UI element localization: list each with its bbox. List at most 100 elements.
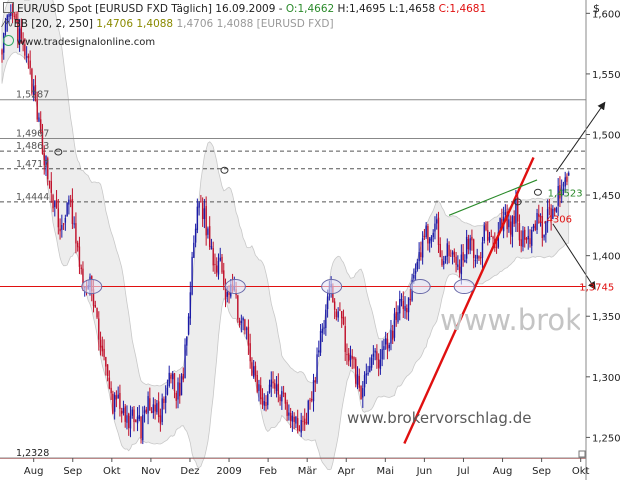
candle-body: [208, 226, 211, 247]
candle-body: [22, 40, 24, 43]
candle-body: [242, 318, 244, 321]
y-tick-label: 1,250: [592, 433, 621, 444]
bollinger-band-area: [1, 0, 570, 471]
candle-body: [263, 401, 265, 406]
candle-body: [194, 228, 197, 243]
candle-body: [73, 223, 75, 225]
candle-body: [284, 393, 287, 404]
candle-body: [78, 246, 81, 267]
candle-body: [59, 228, 61, 232]
candle-body: [254, 365, 257, 376]
candle-body: [237, 295, 239, 320]
x-tick-label: Dez: [180, 466, 199, 477]
candle-body: [464, 259, 466, 263]
candle-body: [112, 393, 114, 414]
candle-body: [289, 412, 292, 421]
channel-top-line: [448, 179, 538, 216]
candle-body: [564, 177, 566, 187]
candle-body: [99, 339, 102, 348]
candle-body: [316, 354, 318, 383]
candle-body: [524, 229, 526, 240]
candle-body: [420, 252, 422, 258]
candle-body: [453, 251, 456, 257]
support-marker: [409, 279, 431, 295]
candle-body: [321, 328, 324, 333]
candle-body: [363, 375, 366, 388]
candle-body: [555, 207, 558, 213]
candle-body: [205, 206, 207, 236]
candle-body: [57, 208, 60, 228]
candle-body: [1, 49, 3, 55]
y-tick-label: 1,500: [592, 130, 621, 141]
candle-body: [105, 357, 107, 367]
axes: 1,600 1,550 1,500 1,450 1,400 1,350 1,300 1,250…: [0, 0, 621, 480]
support-marker: [321, 279, 343, 295]
level-label: 1,4717: [16, 159, 49, 170]
candle-body: [312, 380, 315, 402]
support-trend-line: [403, 157, 535, 444]
indicator-name: BB [20, 2, 250]: [13, 18, 97, 30]
candle-body: [300, 419, 302, 433]
candle-body: [342, 316, 345, 325]
candle-body: [487, 230, 489, 241]
x-tick-label: Sep: [63, 466, 82, 477]
candle-body: [402, 300, 404, 309]
candle-body: [193, 242, 195, 258]
candle-body: [314, 380, 316, 383]
candle-body: [252, 366, 255, 378]
candle-body: [307, 400, 309, 424]
candle-body: [485, 223, 487, 231]
candle-body: [319, 330, 322, 353]
candle-body: [560, 189, 563, 197]
candle-body: [418, 251, 420, 262]
candle-body: [326, 296, 329, 310]
x-tick-label: Jun: [416, 466, 433, 477]
candle-body: [216, 265, 218, 273]
candle-body: [228, 292, 230, 295]
candle-body: [481, 242, 484, 258]
candle-body: [45, 155, 47, 168]
candle-body: [175, 392, 177, 401]
candle-body: [397, 312, 399, 322]
x-tick-label: 2009: [216, 466, 241, 477]
candle-body: [360, 385, 362, 400]
candle-body: [325, 309, 327, 328]
candle-body: [495, 247, 498, 249]
candle-body: [557, 186, 559, 206]
candle-body: [434, 223, 436, 232]
candle-body: [281, 391, 283, 402]
candle-body: [451, 252, 454, 255]
candle-body: [539, 216, 542, 218]
candle-body: [135, 420, 137, 422]
candle-body: [543, 234, 545, 238]
candle-body: [110, 387, 112, 394]
candle-body: [217, 260, 220, 275]
candle-body: [71, 198, 74, 224]
website-text: www.tradesignalonline.com: [17, 37, 156, 48]
candle-body: [465, 236, 468, 259]
level-label: 1,5287: [16, 90, 49, 101]
candle-body: [8, 13, 10, 17]
candle-body: [143, 410, 146, 414]
candle-body: [441, 258, 443, 266]
candle-body: [212, 248, 214, 266]
candle-body: [384, 338, 387, 345]
candle-body: [136, 416, 139, 424]
candle-body: [142, 414, 144, 441]
candle-body: [515, 198, 517, 224]
globe-icon: [3, 35, 14, 46]
candle-body: [150, 411, 153, 413]
candle-body: [124, 406, 126, 422]
candle-body: [247, 326, 250, 346]
candle-body: [532, 225, 535, 229]
x-tick-label: Okt: [572, 466, 590, 477]
annotation-label: 1,4306: [537, 215, 572, 226]
candle-body: [163, 398, 165, 404]
trendlines: [403, 157, 538, 444]
candle-body: [98, 318, 100, 340]
candle-body: [346, 354, 348, 356]
candle-body: [335, 311, 338, 318]
candle-body: [379, 359, 382, 370]
candle-body: [182, 373, 184, 380]
candle-body: [458, 266, 461, 273]
